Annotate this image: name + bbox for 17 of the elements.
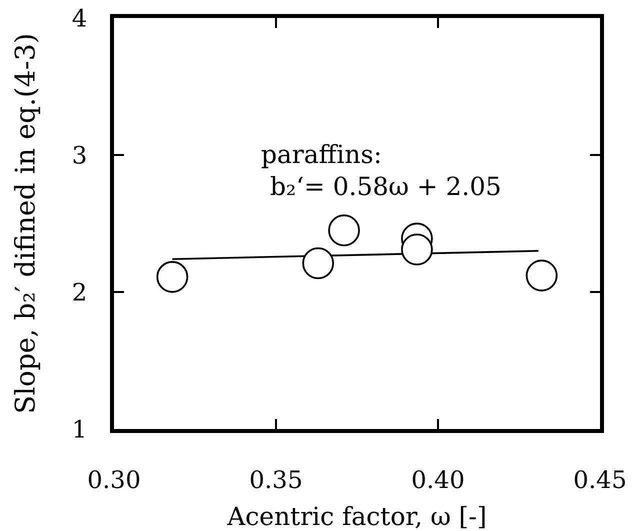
point	[401, 234, 433, 266]
x-tick-label: 0.40	[411, 466, 465, 494]
x-tick-label: 0.35	[249, 466, 303, 494]
y-tick-label: 4	[72, 4, 88, 32]
x-tick-label: 0.45	[573, 466, 627, 494]
x-axis-title: Acentric factor, ω [-]	[226, 502, 487, 531]
y-tick-label: 1	[72, 415, 88, 444]
point	[526, 260, 558, 292]
y-tick-label: 3	[72, 141, 88, 170]
point	[328, 214, 360, 246]
point	[302, 247, 334, 280]
annotation: paraffins:	[261, 140, 382, 169]
y-axis-title: Slope, b₂′ difined in eq.(4-3)	[10, 33, 42, 414]
annotation: b₂‘= 0.58ω + 2.05	[270, 172, 502, 201]
y-tick-label: 2	[72, 278, 88, 306]
x-tick-label: 0.30	[87, 466, 141, 494]
point	[156, 261, 188, 293]
